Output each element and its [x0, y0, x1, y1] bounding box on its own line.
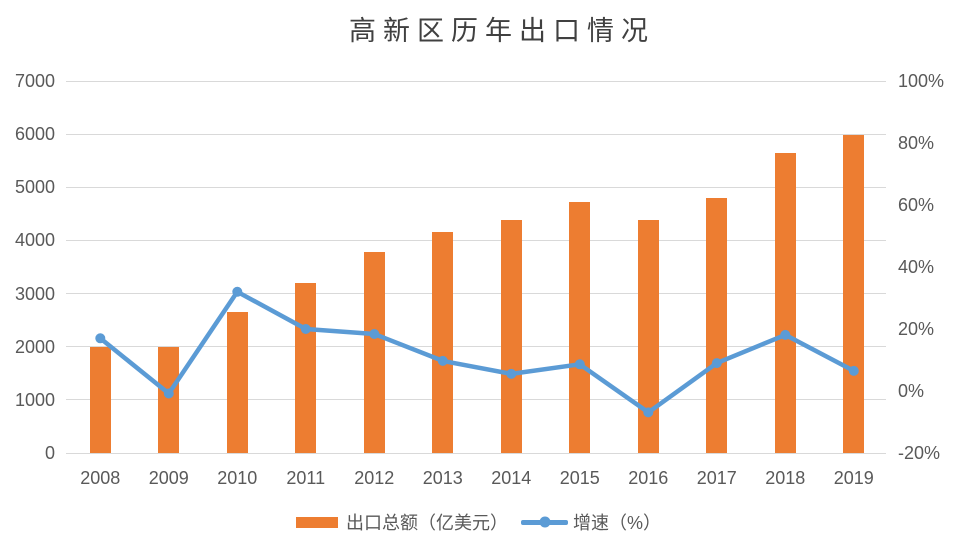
- legend-line-label: 增速（%）: [573, 513, 662, 533]
- bar-2013: [432, 232, 454, 453]
- bar-2019: [843, 134, 865, 453]
- legend: 出口总额（亿美元） 增速（%）: [296, 511, 661, 533]
- gridline: [66, 399, 886, 401]
- y-axis-left-label: 3000: [14, 283, 55, 304]
- bar-2008: [89, 346, 111, 453]
- line-marker-2010: [232, 286, 243, 297]
- line-marker-2018: [780, 329, 791, 340]
- line-marker-2008: [95, 333, 106, 344]
- y-axis-right-label: 20%: [898, 319, 935, 339]
- x-axis-label-2019: 2019: [833, 468, 874, 488]
- line-marker-2011: [300, 324, 311, 334]
- x-axis-label-2018: 2018: [765, 468, 806, 488]
- x-axis-label-2010: 2010: [217, 468, 258, 488]
- gridline: [66, 346, 886, 348]
- x-axis-label-2015: 2015: [559, 468, 600, 488]
- legend-line-marker-icon: [539, 516, 550, 528]
- gridline: [66, 186, 886, 188]
- y-axis-left-label: 1000: [14, 389, 55, 410]
- y-axis-left-label: 4000: [14, 230, 55, 251]
- x-axis-label-2012: 2012: [354, 468, 395, 488]
- plot-area: [66, 80, 888, 454]
- bar-2014: [500, 220, 522, 453]
- gridline: [66, 239, 886, 241]
- y-axis-left-label: 5000: [14, 177, 55, 198]
- line-marker-2012: [369, 329, 380, 339]
- gridline: [66, 452, 886, 454]
- y-axis-left-label: 6000: [14, 124, 55, 145]
- legend-bar-label: 出口总额（亿美元）: [346, 513, 508, 533]
- x-axis-label-2013: 2013: [422, 468, 463, 488]
- line-marker-2014: [506, 368, 517, 379]
- x-axis-label-2009: 2009: [148, 468, 189, 488]
- line-series-group: [95, 286, 859, 418]
- y-axis-right-label: 100%: [898, 71, 945, 91]
- x-axis-label-2017: 2017: [696, 468, 737, 488]
- x-axis-label-2008: 2008: [80, 468, 121, 488]
- bar-2015: [569, 201, 591, 453]
- chart-title: 高新区历年出口情况: [349, 16, 655, 46]
- bar-2012: [363, 252, 385, 453]
- y-axis-right-label: 0%: [898, 381, 925, 401]
- x-axis-label-2011: 2011: [286, 468, 326, 488]
- bar-2018: [774, 153, 796, 453]
- x-axis-label-2014: 2014: [491, 468, 532, 488]
- y-axis-left-label: 7000: [14, 71, 55, 91]
- bar-2017: [706, 198, 728, 453]
- y-axis-right-label: 60%: [898, 195, 935, 215]
- y-axis-right-label: 80%: [898, 133, 935, 153]
- gridline: [66, 80, 886, 82]
- bar-2010: [226, 312, 248, 453]
- gridline: [66, 133, 886, 135]
- growth-line: [98, 289, 857, 415]
- bar-2009: [158, 346, 180, 453]
- line-marker-2019: [848, 365, 859, 376]
- line-marker-2009: [163, 388, 174, 399]
- line-marker-2016: [643, 407, 654, 418]
- line-marker-2013: [437, 355, 448, 366]
- x-axis-label-2016: 2016: [628, 468, 669, 488]
- y-axis-right-label: 40%: [898, 257, 935, 277]
- legend-bar-swatch: [296, 516, 338, 528]
- legend-line-swatch: [521, 516, 568, 528]
- gridline: [66, 293, 886, 295]
- bar-2016: [637, 219, 659, 453]
- y-axis-left-label: 0: [44, 443, 55, 463]
- line-marker-2015: [574, 359, 585, 370]
- y-axis-left-label: 2000: [14, 336, 55, 357]
- line-marker-2017: [711, 358, 722, 369]
- y-axis-right-label: -20%: [898, 443, 941, 463]
